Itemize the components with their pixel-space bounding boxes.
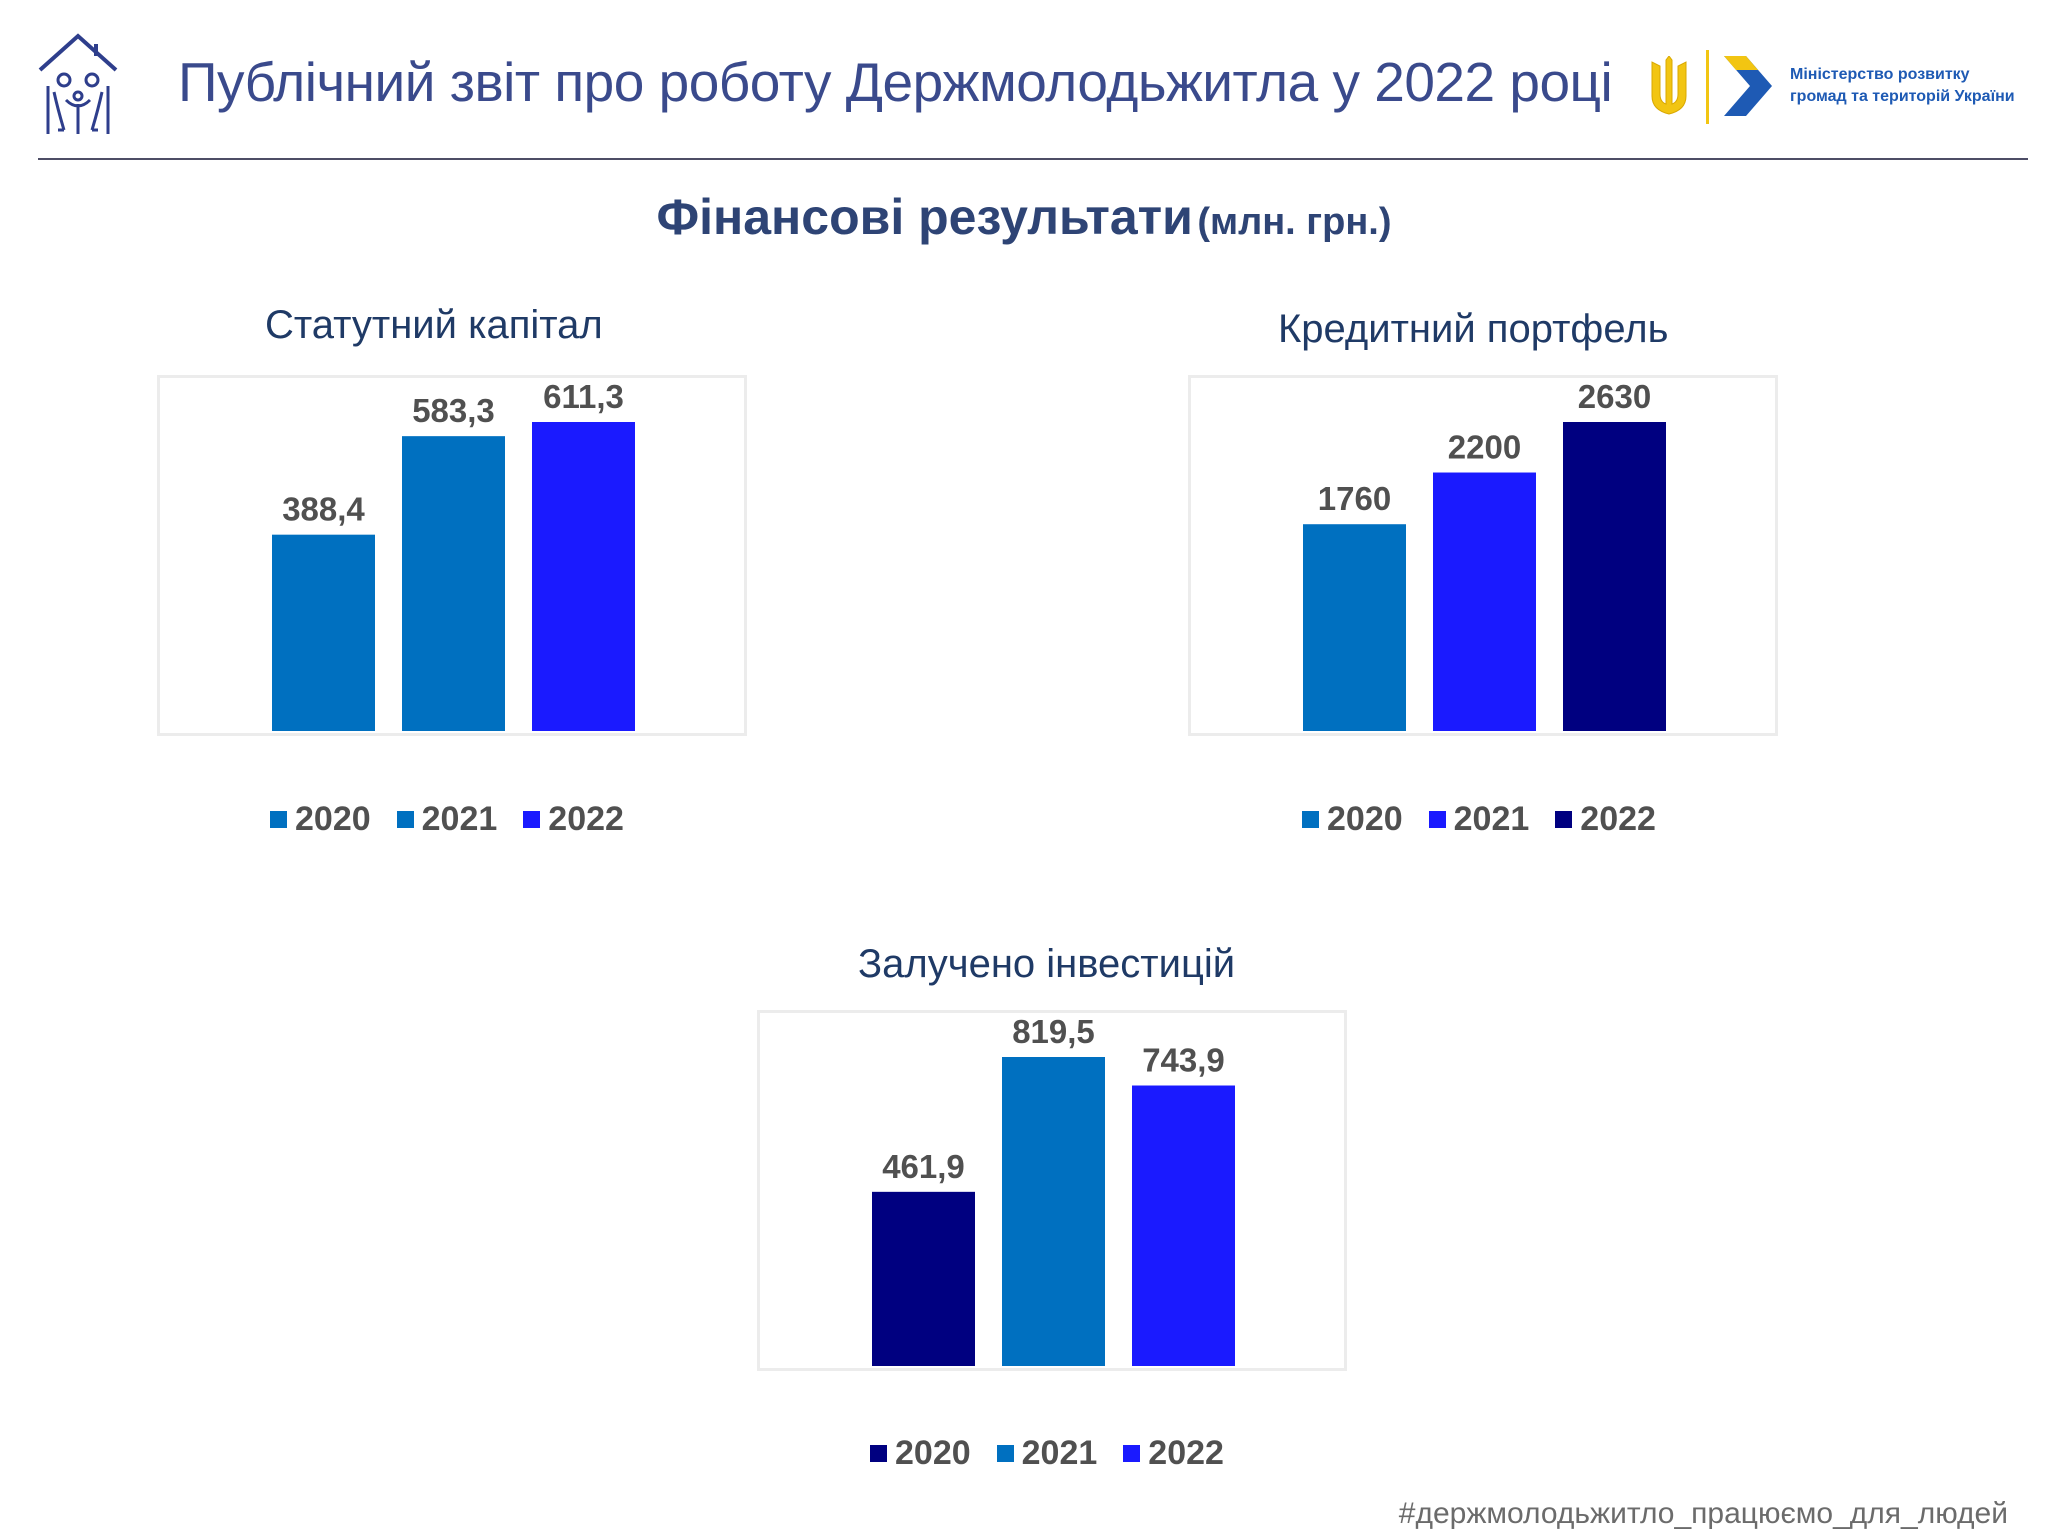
legend-label: 2021 [1021,1434,1098,1472]
legend-label: 2022 [548,800,624,838]
data-label-2020: 1760 [1318,480,1391,517]
legend-label: 2022 [1148,1434,1224,1472]
ministry-line-2: громад та територій України [1790,88,2015,105]
bar-2022 [532,422,635,731]
ministry-line-1: Міністерство розвитку [1790,66,1970,83]
ministry-name: Міністерство розвитку громад та територі… [1790,64,2015,108]
legend-swatch [1428,811,1446,828]
legend-swatch [870,1445,887,1462]
data-label-2022: 611,3 [543,378,624,415]
legend-statutory-capital: 2020 2021 2022 [270,800,624,839]
chart-title-statutory-capital: Статутний капітал [265,303,603,347]
data-label-2021: 2200 [1448,429,1521,466]
bar-2021 [402,436,505,731]
footer-hashtag: #держмолодьжитло_працюємо_для_людей [1398,1497,2008,1530]
legend-label: 2022 [1580,800,1656,838]
chart-title-loan-portfolio: Кредитний портфель [1278,307,1669,351]
section-title-unit: (млн. грн.) [1197,201,1392,243]
chevron-arrow-logo-icon [1724,56,1772,116]
page-title: Публічний звіт про роботу Держмолодьжитл… [178,51,1613,113]
bar-2021 [1433,472,1536,731]
legend-swatch [996,1445,1014,1462]
legend-item-2021: 2021 [396,800,498,839]
legend-label: 2021 [1453,800,1530,838]
legend-item-2020: 2020 [1302,800,1403,839]
bar-2020 [872,1191,975,1366]
bar-2021 [1002,1057,1105,1366]
legend-investments: 2020 2021 2022 [870,1434,1224,1473]
chart-investments: 461,9 819,5 743,9 [757,1010,1347,1371]
legend-label: 2021 [421,800,498,838]
chart-title-investments: Залучено інвестицій [858,942,1236,986]
legend-swatch [270,811,287,828]
data-label-2021: 819,5 [1012,1013,1095,1050]
bar-2022 [1563,422,1666,731]
chart-svg-statutory-capital: 388,4 583,3 611,3 [272,378,635,731]
logo-separator [1706,50,1709,124]
data-label-2021: 583,3 [412,392,495,429]
legend-swatch [396,811,414,828]
bar-2022 [1132,1085,1235,1366]
data-label-2022: 2630 [1578,378,1651,415]
legend-swatch [1302,811,1319,828]
legend-label: 2020 [895,1434,971,1472]
legend-swatch [1555,811,1573,828]
chart-loan-portfolio: 1760 2200 2630 [1188,375,1778,736]
legend-item-2022: 2022 [1123,1434,1224,1473]
section-title: Фінансові результати (млн. грн.) [0,188,2048,246]
data-label-2020: 388,4 [282,491,365,528]
section-title-text: Фінансові результати [656,189,1193,245]
legend-label: 2020 [1327,800,1403,838]
legend-item-2022: 2022 [523,800,624,839]
legend-item-2021: 2021 [996,1434,1098,1473]
chart-svg-investments: 461,9 819,5 743,9 [872,1013,1235,1366]
legend-swatch [1123,1445,1141,1462]
legend-item-2021: 2021 [1428,800,1530,839]
chart-statutory-capital: 388,4 583,3 611,3 [157,375,747,736]
legend-label: 2020 [295,800,371,838]
legend-swatch [523,811,541,828]
legend-item-2020: 2020 [870,1434,971,1473]
legend-item-2022: 2022 [1555,800,1656,839]
header-divider [38,158,2028,160]
house-family-logo-icon [38,33,118,134]
chart-svg-loan-portfolio: 1760 2200 2630 [1303,378,1666,731]
trident-emblem-icon [1651,56,1687,115]
legend-item-2020: 2020 [270,800,371,839]
bar-2020 [1303,524,1406,731]
data-label-2022: 743,9 [1142,1042,1225,1079]
data-label-2020: 461,9 [882,1148,965,1185]
bar-2020 [272,534,375,731]
legend-loan-portfolio: 2020 2021 2022 [1302,800,1656,839]
